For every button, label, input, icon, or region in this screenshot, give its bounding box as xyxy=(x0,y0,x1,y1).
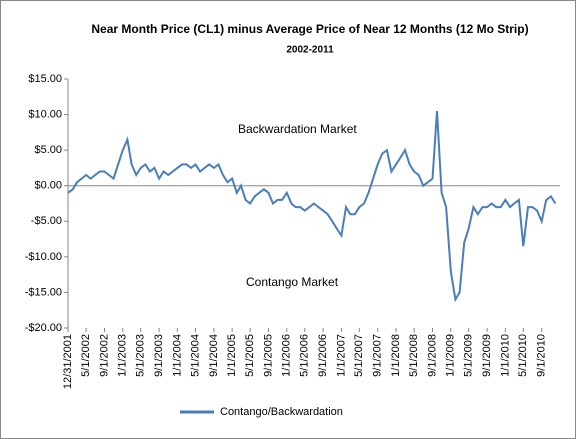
y-tick-label: $5.00 xyxy=(34,144,62,156)
y-tick-label: -$5.00 xyxy=(31,215,62,227)
x-tick-label: 5/1/2004 xyxy=(189,334,201,377)
x-tick-label: 1/1/2010 xyxy=(499,334,511,377)
x-tick-label: 9/1/2008 xyxy=(426,334,438,377)
x-tick-label: 1/1/2007 xyxy=(335,334,347,377)
x-tick-label: 9/1/2010 xyxy=(536,334,548,377)
x-tick-label: 9/1/2007 xyxy=(372,334,384,377)
y-tick-label: $10.00 xyxy=(28,108,62,120)
x-tick-label: 12/31/2001 xyxy=(62,334,74,389)
x-tick-label: 1/1/2003 xyxy=(117,334,129,377)
x-tick-label: 9/1/2003 xyxy=(153,334,165,377)
x-tick-label: 5/1/2009 xyxy=(463,334,475,377)
x-tick-label: 5/1/2007 xyxy=(353,334,365,377)
x-tick-label: 5/1/2005 xyxy=(244,334,256,377)
x-tick-label: 1/1/2005 xyxy=(226,334,238,377)
y-tick-label: -$15.00 xyxy=(25,286,62,298)
x-tick-label: 5/1/2006 xyxy=(299,334,311,377)
x-tick-label: 9/1/2002 xyxy=(98,334,110,377)
annotation: Backwardation Market xyxy=(238,122,357,136)
y-tick-label: -$10.00 xyxy=(25,251,62,263)
annotation: Contango Market xyxy=(246,275,339,289)
legend-label: Contango/Backwardation xyxy=(220,406,343,418)
x-tick-label: 1/1/2008 xyxy=(390,334,402,377)
x-tick-label: 5/1/2010 xyxy=(517,334,529,377)
x-tick-label: 1/1/2006 xyxy=(281,334,293,377)
y-tick-label: $0.00 xyxy=(34,180,62,192)
x-tick-label: 5/1/2002 xyxy=(80,334,92,377)
y-tick-label: -$20.00 xyxy=(25,322,62,334)
x-tick-label: 9/1/2005 xyxy=(262,334,274,377)
series-line xyxy=(67,110,557,303)
x-tick-label: 1/1/2009 xyxy=(445,334,457,377)
x-tick-label: 9/1/2006 xyxy=(317,334,329,377)
x-tick-label: 9/1/2009 xyxy=(481,334,493,377)
x-tick-label: 5/1/2003 xyxy=(135,334,147,377)
x-tick-label: 5/1/2008 xyxy=(408,334,420,377)
x-tick-label: 1/1/2004 xyxy=(171,334,183,377)
y-tick-label: $15.00 xyxy=(28,73,62,85)
x-tick-label: 9/1/2004 xyxy=(208,334,220,377)
chart-subtitle: 2002-2011 xyxy=(286,45,334,56)
chart-title: Near Month Price (CL1) minus Average Pri… xyxy=(91,22,528,36)
